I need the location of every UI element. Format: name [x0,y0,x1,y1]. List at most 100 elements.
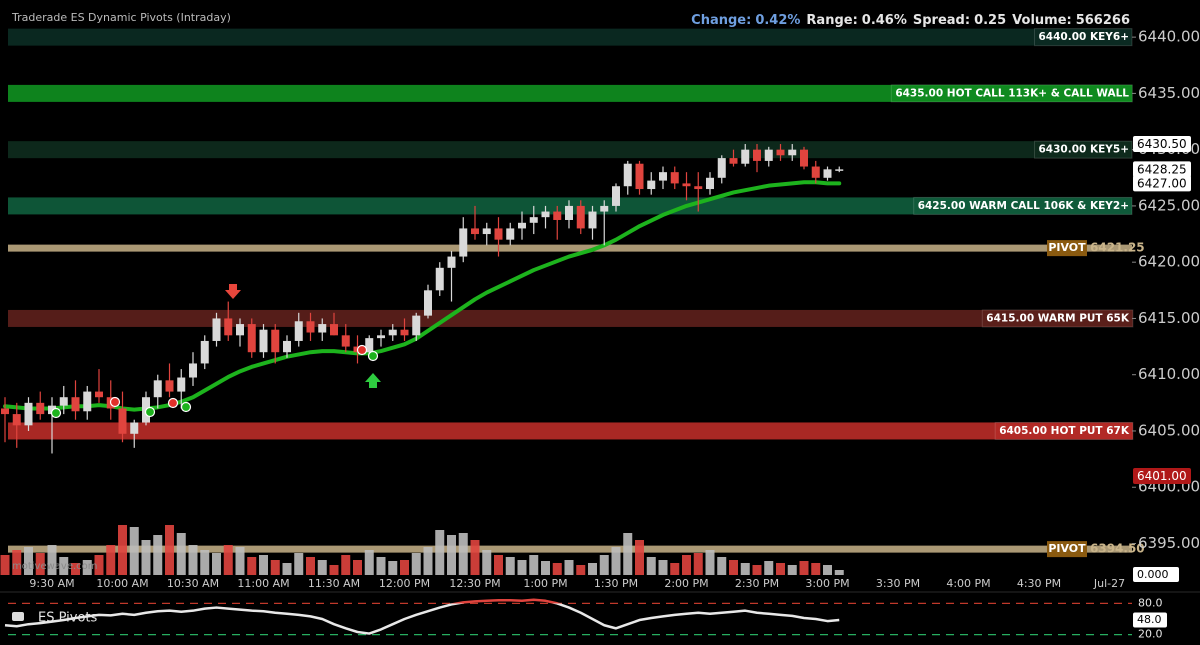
x-tick-label: 12:00 PM [379,577,430,590]
candle-body [811,166,820,178]
candle-body [482,228,491,235]
volume-bar [517,560,527,575]
candle-body [494,228,503,240]
candle-body [447,256,456,268]
candle-body [717,158,726,178]
volume-bar [176,533,186,575]
candle-body [741,149,750,164]
pivot-name: PIVOT [1048,241,1086,254]
candle-body [247,324,256,353]
level-label: 6405.00 HOT PUT 67K [999,425,1130,437]
y-tick-label: 6435.00 [1138,84,1200,102]
volume-bar [670,563,680,575]
volume-bar [411,553,421,575]
y-tick-label: 6440.00 [1138,28,1200,46]
x-tick-label: 3:00 PM [805,577,849,590]
level-label: 6440.00 KEY6+ [1039,31,1130,43]
chart-title: Traderade ES Dynamic Pivots (Intraday) [11,11,231,24]
x-tick-label: 1:00 PM [523,577,567,590]
candle-body [212,318,221,341]
volume-bar [94,555,104,575]
candle-body [776,149,785,156]
x-tick-label: 12:30 PM [449,577,500,590]
signal-dot [367,350,379,362]
candle-body [177,377,186,392]
volume-bar [59,557,69,575]
candle-body [36,402,45,415]
sell-arrow [225,284,241,299]
volume-bar [458,533,468,575]
candle-body [318,324,327,333]
volume-bar [494,555,503,575]
volume-bar [646,557,656,575]
candle-body [412,315,421,336]
y-tick-label: 6405.00 [1138,421,1200,439]
volume-bar [764,561,774,575]
stat-value: 566266 [1076,13,1130,28]
candle-body [694,186,703,190]
volume-bar [247,557,257,575]
moving-average [3,180,842,412]
candle-body [271,329,280,353]
volume-bar [717,557,727,575]
candle-body [1,408,9,415]
labels-layer: Change: 0.42% Range: 0.46% Spread: 0.25 Volume… [29,13,1200,591]
level-label: 6415.00 WARM PUT 65K [986,312,1130,324]
volume-layer [0,525,844,575]
candle-body [753,149,761,161]
oscillator-line [4,598,840,635]
price-layer [1,144,844,454]
x-tick-label: 3:30 PM [876,577,920,590]
volume-bar [752,565,762,575]
level-band [8,309,1132,327]
volume-bar [141,540,151,575]
candle-body [12,414,21,426]
volume-bar [776,563,785,575]
volume-bar [188,545,198,575]
volume-bar [834,570,844,575]
signal-dot [180,401,192,413]
volume-bar [24,547,33,575]
volume-bar [282,563,292,575]
candle-body [377,335,385,339]
volume-bar [635,540,644,575]
x-tick-label: 11:00 AM [237,577,289,590]
volume-bar [623,533,633,575]
candle-body [600,205,609,212]
volume-bar [153,535,163,575]
candle-body [165,380,174,392]
osc-tick-label: 20.0 [1138,628,1163,641]
volume-bar [212,553,221,575]
candle-body [588,211,597,229]
level-band [8,28,1132,46]
volume-bar [729,560,738,575]
candle-body [729,158,738,164]
volume-bar [435,530,445,575]
volume-bar [588,563,597,575]
candle-body [706,177,714,190]
volume-bar [400,560,409,575]
stat-label: Volume: [1012,13,1072,28]
x-tick-label: Jul-27 [1093,577,1125,590]
volume-bar [376,557,386,575]
volume-bar [576,565,586,575]
candle-body [553,211,562,220]
candle-body [59,397,68,406]
volume-bar [12,550,22,575]
volume-bar [118,525,127,575]
candle-body [435,267,444,291]
volume-bar [740,563,750,575]
watermark: motivewave.com [12,561,98,572]
stats: Change: 0.42% Range: 0.46% Spread: 0.25 Volume… [691,13,1130,28]
candle-body [541,211,550,218]
volume-bar [423,547,433,575]
candle-body [576,205,585,229]
price-tag: 6430.50 [1137,137,1187,151]
candle-body [823,169,832,178]
candle-body [24,402,33,426]
volume-bar [71,563,80,575]
candle-body [635,163,644,190]
price-tag: 6427.00 [1137,176,1187,190]
x-tick-label: 2:00 PM [664,577,708,590]
